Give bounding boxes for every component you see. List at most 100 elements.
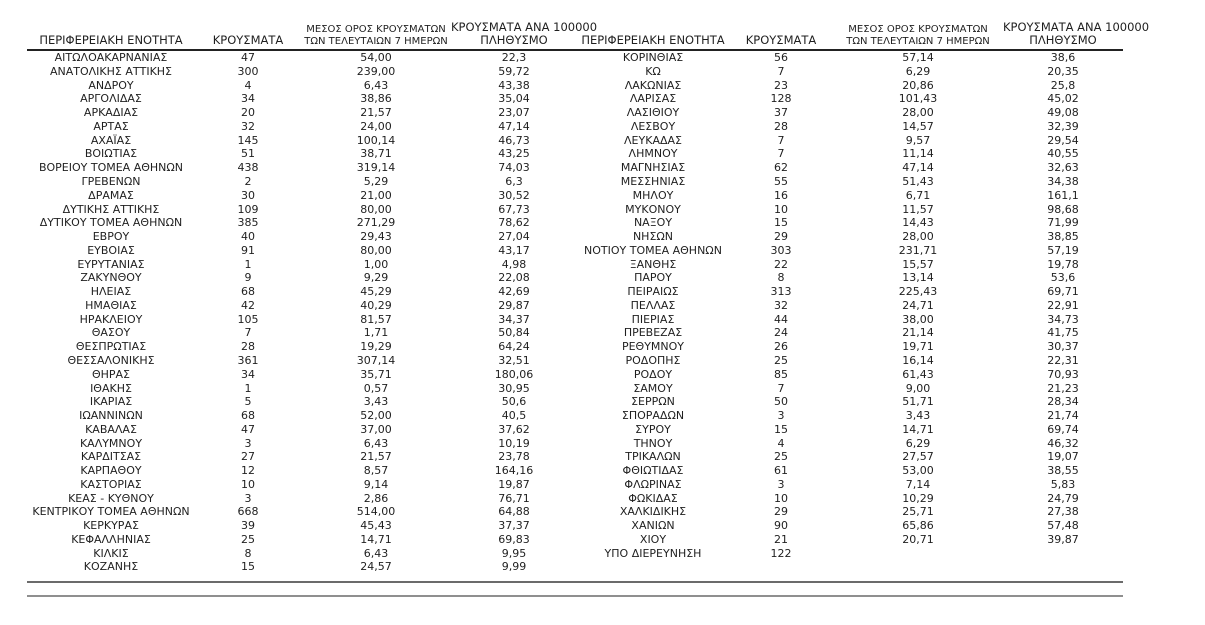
cell-per100k: 41,75 <box>1047 326 1079 340</box>
cell-cases: 22 <box>774 257 788 271</box>
col-header-avg7-right-line2: ΤΩΝ ΤΕΛΕΥΤΑΙΩΝ 7 ΗΜΕΡΩΝ <box>846 35 990 47</box>
cell-avg7: 47,14 <box>902 161 934 175</box>
cell-cases: 145 <box>237 133 259 147</box>
table-row: ΘΗΡΑΣ 34 35,71 180,06 ΡΟΔΟΥ 85 61,43 70,93 <box>27 368 1123 382</box>
col-header-per100k-left-line2: ΠΛΗΘΥΣΜΟ <box>480 33 548 47</box>
cell-region: ΜΥΚΟΝΟΥ <box>625 202 681 216</box>
cell-per100k: 74,03 <box>498 161 530 175</box>
cell-per100k: 20,35 <box>1047 64 1079 78</box>
bottom-rule-2 <box>27 595 1123 597</box>
cell-avg7: 14,43 <box>902 216 934 230</box>
table-row: ΚΙΛΚΙΣ 8 6,43 9,95 ΥΠΟ ΔΙΕΡΕΥΝΗΣΗ 122 <box>27 547 1123 561</box>
table-row: ΔΥΤΙΚΟΥ ΤΟΜΕΑ ΑΘΗΝΩΝ 385 271,29 78,62 ΝΑΞΟΥ 1… <box>27 216 1123 230</box>
cell-avg7: 13,14 <box>902 271 934 285</box>
cell-cases: 55 <box>774 175 788 189</box>
cell-avg7: 35,71 <box>360 367 392 381</box>
cell-avg7: 24,57 <box>360 560 392 574</box>
cell-avg7: 24,71 <box>902 298 934 312</box>
cell-per100k: 164,16 <box>494 464 534 478</box>
cell-region: ΚΩ <box>645 64 661 78</box>
cell-avg7: 307,14 <box>356 353 396 367</box>
cell-avg7: 271,29 <box>356 216 396 230</box>
cell-region: ΝΑΞΟΥ <box>633 216 673 230</box>
cell-region: ΚΑΒΑΛΑΣ <box>85 422 137 436</box>
cell-per100k: 35,04 <box>498 92 530 106</box>
cell-per100k: 57,48 <box>1047 519 1079 533</box>
cell-region: ΕΥΒΟΙΑΣ <box>87 243 135 257</box>
col-header-avg7-right-line1: ΜΕΣΟΣ ΟΡΟΣ ΚΡΟΥΣΜΑΤΩΝ <box>848 24 988 35</box>
cell-avg7: 14,71 <box>360 532 392 546</box>
cell-region: ΕΒΡΟΥ <box>92 230 130 244</box>
cell-cases: 51 <box>241 147 255 161</box>
cell-per100k: 30,52 <box>498 188 530 202</box>
cell-avg7: 40,29 <box>360 298 392 312</box>
cell-per100k: 34,73 <box>1047 312 1079 326</box>
cell-per100k: 27,04 <box>498 230 530 244</box>
cell-per100k: 57,19 <box>1047 243 1079 257</box>
cell-avg7: 3,43 <box>905 409 931 423</box>
cell-cases: 4 <box>244 78 252 92</box>
cell-cases: 3 <box>777 409 785 423</box>
cell-per100k: 46,32 <box>1047 436 1079 450</box>
cell-cases: 8 <box>777 271 785 285</box>
cell-region: ΕΥΡΥΤΑΝΙΑΣ <box>77 257 145 271</box>
cell-avg7: 8,57 <box>363 464 389 478</box>
cell-region: ΖΑΚΥΝΘΟΥ <box>80 271 142 285</box>
cell-per100k: 22,08 <box>498 271 530 285</box>
cell-cases: 29 <box>774 230 788 244</box>
cell-cases: 39 <box>241 519 255 533</box>
cell-region: ΝΟΤΙΟΥ ΤΟΜΕΑ ΑΘΗΝΩΝ <box>584 243 722 257</box>
cell-region: ΠΙΕΡΙΑΣ <box>631 312 675 326</box>
cell-region: ΤΡΙΚΑΛΩΝ <box>625 450 681 464</box>
cell-avg7: 51,71 <box>902 395 934 409</box>
cell-avg7: 80,00 <box>360 202 392 216</box>
cell-cases: 90 <box>774 519 788 533</box>
cell-avg7: 54,00 <box>360 51 392 65</box>
table-row: ΚΑΡΠΑΘΟΥ 12 8,57 164,16 ΦΘΙΩΤΙΔΑΣ 61 53,00 38,5… <box>27 464 1123 478</box>
header-row: ΠΕΡΙΦΕΡΕΙΑΚΗ ΕΝΟΤΗΤΑ ΚΡΟΥΣΜΑΤΑ ΜΕΣΟΣ ΟΡΟ… <box>27 8 1149 51</box>
cell-cases: 2 <box>244 175 252 189</box>
cell-per100k: 34,37 <box>498 312 530 326</box>
cell-avg7 <box>833 547 1003 561</box>
cell-cases: 3 <box>777 477 785 491</box>
cell-avg7: 14,57 <box>902 119 934 133</box>
cell-region: ΘΕΣΣΑΛΟΝΙΚΗΣ <box>67 353 155 367</box>
cell-cases: 9 <box>244 271 252 285</box>
col-header-avg7-right: ΜΕΣΟΣ ΟΡΟΣ ΚΡΟΥΣΜΑΤΩΝ ΤΩΝ ΤΕΛΕΥΤΑΙΩΝ 7 Η… <box>833 8 1003 51</box>
cell-avg7: 57,14 <box>902 51 934 65</box>
cell-cases: 12 <box>241 464 255 478</box>
table-row: ΙΩΑΝΝΙΝΩΝ 68 52,00 40,5 ΣΠΟΡΑΔΩΝ 3 3,43 21,74 <box>27 409 1123 423</box>
cell-avg7: 1,00 <box>363 257 389 271</box>
table-row: ΔΡΑΜΑΣ 30 21,00 30,52 ΜΗΛΟΥ 16 6,71 161,1 <box>27 189 1123 203</box>
cell-avg7: 101,43 <box>898 92 938 106</box>
col-header-region-left: ΠΕΡΙΦΕΡΕΙΑΚΗ ΕΝΟΤΗΤΑ <box>27 8 195 51</box>
cell-cases: 29 <box>774 505 788 519</box>
cell-per100k: 24,79 <box>1047 491 1079 505</box>
cell-cases: 27 <box>241 450 255 464</box>
cell-region: ΗΡΑΚΛΕΙΟΥ <box>79 312 143 326</box>
cell-avg7: 21,14 <box>902 326 934 340</box>
cell-per100k: 70,93 <box>1047 367 1079 381</box>
cell-avg7: 6,43 <box>363 78 389 92</box>
cell-cases: 300 <box>237 64 259 78</box>
cell-per100k: 161,1 <box>1047 188 1079 202</box>
cell-avg7: 100,14 <box>356 133 396 147</box>
cell-avg7: 9,29 <box>363 271 389 285</box>
cell-avg7: 6,71 <box>905 188 931 202</box>
cell-per100k: 32,39 <box>1047 119 1079 133</box>
cell-avg7: 10,29 <box>902 491 934 505</box>
cell-avg7: 5,29 <box>363 175 389 189</box>
cell-per100k: 32,63 <box>1047 161 1079 175</box>
cell-per100k: 71,99 <box>1047 216 1079 230</box>
cell-avg7: 6,29 <box>905 436 931 450</box>
table-row: ΚΑΒΑΛΑΣ 47 37,00 37,62 ΣΥΡΟΥ 15 14,71 69,74 <box>27 423 1123 437</box>
cell-per100k: 64,24 <box>498 340 530 354</box>
cell-per100k: 45,02 <box>1047 92 1079 106</box>
cell-region: ΦΘΙΩΤΙΔΑΣ <box>622 464 684 478</box>
cell-cases: 40 <box>241 230 255 244</box>
cell-region: ΧΑΝΙΩΝ <box>631 519 675 533</box>
cell-avg7: 2,86 <box>363 491 389 505</box>
cell-cases: 21 <box>774 532 788 546</box>
cell-cases: 91 <box>241 243 255 257</box>
cell-per100k: 37,37 <box>498 519 530 533</box>
